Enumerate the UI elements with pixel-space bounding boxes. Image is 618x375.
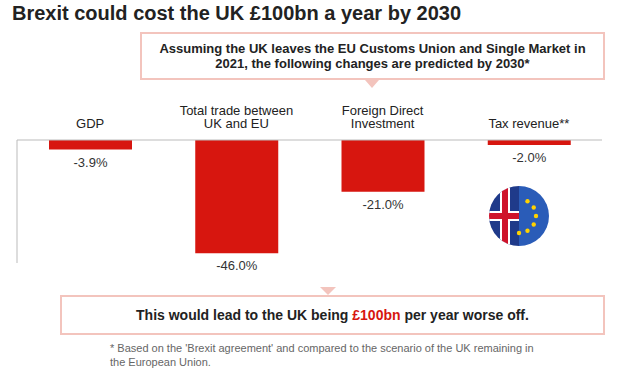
svg-text:-2.0%: -2.0%	[512, 150, 546, 165]
html-text:This would lead to the UK bein: This would lead to the UK being £100bn p…	[136, 307, 529, 323]
html-text:Brexit could cost the UK £100b: Brexit could cost the UK £100bn a year b…	[12, 2, 462, 24]
svg-text:Total trade betweenUK and EU: Total trade betweenUK and EU	[180, 103, 293, 131]
svg-text:-3.9%: -3.9%	[74, 155, 108, 170]
svg-text:-21.0%: -21.0%	[362, 197, 404, 212]
svg-text:Foreign DirectInvestment: Foreign DirectInvestment	[342, 103, 424, 131]
svg-text:GDP: GDP	[76, 116, 104, 131]
html-text:Assuming the UK leaves the EU: Assuming the UK leaves the EU Customs Un…	[159, 41, 586, 71]
svg-text:-46.0%: -46.0%	[216, 258, 258, 273]
html-text:* Based on the 'Brexit agreeme: * Based on the 'Brexit agreement' and co…	[110, 342, 534, 368]
svg-text:Tax revenue**: Tax revenue**	[488, 116, 569, 131]
